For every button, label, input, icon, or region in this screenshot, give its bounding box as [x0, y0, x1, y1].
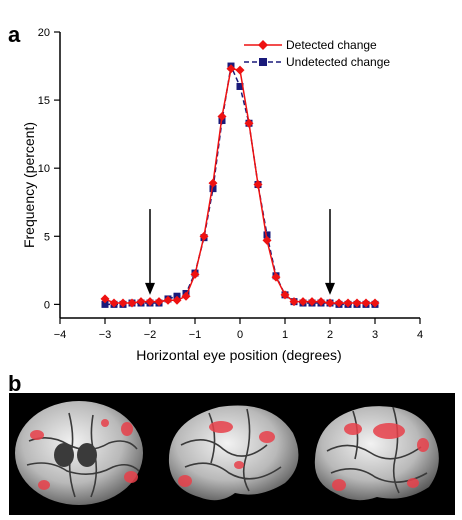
- data-point: [253, 180, 263, 190]
- chart-legend: Detected change Undetected change: [244, 38, 390, 69]
- data-point: [101, 300, 109, 308]
- data-point: [361, 298, 371, 308]
- data-point: [181, 291, 191, 301]
- y-tick-label: 20: [38, 27, 50, 39]
- data-point: [316, 297, 326, 307]
- data-point: [199, 231, 209, 241]
- data-point: [262, 235, 272, 245]
- data-point: [209, 185, 217, 193]
- x-tick-label: −1: [189, 329, 202, 341]
- brain-right-lateral-view: [314, 406, 439, 501]
- legend-marker: [259, 58, 267, 66]
- data-point: [289, 297, 299, 307]
- data-point: [236, 82, 244, 90]
- data-point: [352, 298, 362, 308]
- data-point: [226, 64, 236, 74]
- brain-ventral-view: [15, 401, 143, 505]
- x-tick-label: −2: [144, 329, 157, 341]
- series-layer: [100, 62, 380, 308]
- annotation-arrows: [145, 209, 335, 295]
- data-point: [163, 295, 173, 305]
- y-tick-label: 5: [44, 231, 50, 243]
- x-tick-label: 1: [282, 329, 288, 341]
- data-point: [343, 298, 353, 308]
- data-point: [334, 298, 344, 308]
- series-detected-change: [100, 64, 380, 308]
- data-point: [127, 298, 137, 308]
- data-point: [145, 297, 155, 307]
- panel-label-a: a: [8, 22, 21, 47]
- arrow-head: [325, 282, 335, 295]
- y-tick-label: 0: [44, 299, 50, 311]
- data-point: [244, 118, 254, 128]
- legend-marker: [258, 40, 268, 50]
- activation-blobs: [178, 421, 275, 487]
- x-axis-label: Horizontal eye position (degrees): [136, 347, 341, 363]
- x-tick-label: 2: [327, 329, 333, 341]
- panel-label-b: b: [8, 371, 22, 396]
- data-point: [217, 111, 227, 121]
- arrow-head: [145, 282, 155, 295]
- data-point: [208, 178, 218, 188]
- annotation-arrow: [325, 209, 335, 295]
- legend-entry: Detected change: [244, 38, 377, 52]
- data-point: [190, 269, 200, 279]
- x-axis-ticks: −4 −3 −2 −1 0 1 2 3 4: [54, 318, 423, 341]
- legend-entry: Undetected change: [244, 55, 390, 69]
- chart-axes: [59, 32, 420, 319]
- data-point: [100, 294, 110, 304]
- eye-position-chart: 0 5 10 15 20 −4 −3 −2 −1 0 1 2 3 4 Detected change Un…: [21, 27, 423, 363]
- data-point: [136, 297, 146, 307]
- data-point: [307, 297, 317, 307]
- legend-label: Undetected change: [286, 55, 390, 69]
- x-tick-label: 0: [237, 329, 243, 341]
- series-line: [104, 67, 375, 304]
- data-point: [235, 65, 245, 75]
- data-point: [109, 298, 119, 308]
- series-undetected-change: [101, 62, 379, 308]
- x-tick-label: −4: [54, 329, 67, 341]
- y-tick-label: 15: [38, 95, 50, 107]
- data-point: [325, 298, 335, 308]
- activation-blobs: [332, 423, 429, 491]
- data-point: [298, 297, 308, 307]
- brain-left-lateral-view: [168, 405, 299, 501]
- data-point: [118, 298, 128, 308]
- data-point: [271, 272, 281, 282]
- x-tick-label: 3: [372, 329, 378, 341]
- data-point: [154, 297, 164, 307]
- series-line: [105, 63, 375, 306]
- data-point: [172, 295, 182, 305]
- activation-blobs: [30, 419, 138, 490]
- x-tick-label: −3: [99, 329, 112, 341]
- y-tick-label: 10: [38, 163, 50, 175]
- annotation-arrow: [145, 209, 155, 295]
- legend-label: Detected change: [286, 38, 377, 52]
- y-axis-ticks: 0 5 10 15 20: [38, 27, 60, 311]
- brain-activation-images: [9, 393, 455, 515]
- brain-renderings: [15, 401, 439, 505]
- data-point: [263, 231, 271, 239]
- data-point: [280, 290, 290, 300]
- x-tick-label: 4: [417, 329, 423, 341]
- y-axis-label: Frequency (percent): [21, 122, 37, 248]
- data-point: [370, 298, 380, 308]
